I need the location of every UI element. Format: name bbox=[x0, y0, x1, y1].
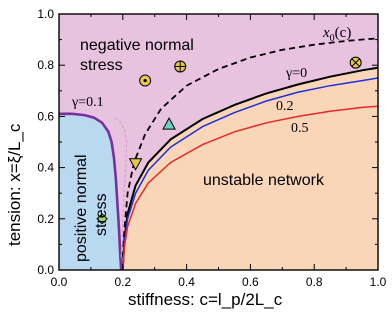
y-tick-label: 0.4 bbox=[37, 161, 54, 175]
curve-x0 bbox=[121, 37, 378, 258]
x-axis-label: stiffness: c=l_p/2L_c bbox=[128, 290, 283, 309]
marker-triangle bbox=[162, 117, 176, 130]
region-label-unstable: unstable network bbox=[203, 172, 325, 189]
x-tick-label: 0.4 bbox=[178, 275, 195, 289]
marker-triangle-down bbox=[128, 158, 143, 171]
region-label-negative-line-2: stress bbox=[80, 57, 123, 74]
x-tick-label: 0.6 bbox=[242, 275, 259, 289]
curve-gamma-0-1 bbox=[59, 112, 123, 270]
curve-label-gamma-0-5: 0.5 bbox=[291, 121, 309, 136]
y-tick-label: 0.0 bbox=[37, 263, 54, 277]
curve-label-x0: x0(c) bbox=[322, 25, 351, 44]
y-axis-label: tension: x=ξ/L_c bbox=[5, 123, 24, 246]
x-tick-label: 0.8 bbox=[306, 275, 323, 289]
region-positive-normal-stress bbox=[59, 113, 122, 270]
marker-cross-circle bbox=[349, 56, 362, 69]
curve-label-gamma-0-1: γ=0.1 bbox=[71, 95, 104, 110]
y-tick-label: 0.2 bbox=[37, 212, 54, 226]
region-unstable-network bbox=[122, 67, 378, 270]
marker-diamond bbox=[96, 213, 108, 225]
x-tick-label: 0.2 bbox=[114, 275, 131, 289]
x-tick-label: 1.0 bbox=[370, 275, 387, 289]
marker-plus-circle bbox=[174, 60, 187, 73]
x-tick-label: 0.0 bbox=[51, 275, 68, 289]
y-tick-label: 0.6 bbox=[37, 109, 54, 123]
y-tick-label: 1.0 bbox=[37, 7, 54, 21]
curve-label-gamma-0-2: 0.2 bbox=[276, 99, 294, 114]
curve-gamma-0-2 bbox=[122, 77, 378, 270]
curve-gamma-0-5 bbox=[122, 105, 378, 270]
marker-dot-circle bbox=[139, 74, 152, 87]
region-label-positive-line-2: stress bbox=[93, 193, 110, 236]
region-label-negative-line-1: negative normal bbox=[80, 37, 194, 54]
curve-gamma-0 bbox=[121, 66, 378, 270]
y-tick-label: 0.8 bbox=[37, 58, 54, 72]
curve-gamma-0-1-faint bbox=[112, 115, 128, 258]
curve-label-gamma-0: γ=0 bbox=[285, 66, 307, 81]
region-label-positive-line-1: positive normal bbox=[73, 154, 90, 262]
